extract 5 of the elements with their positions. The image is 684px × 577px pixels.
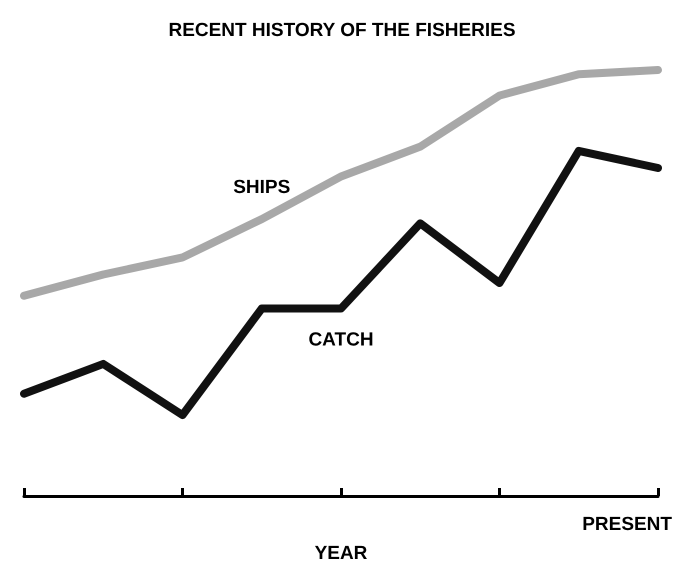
series-label: SHIPS xyxy=(233,177,290,198)
x-axis-title: YEAR xyxy=(314,543,368,564)
chart-title: RECENT HISTORY OF THE FISHERIES xyxy=(168,20,516,41)
series-label: CATCH xyxy=(308,330,374,351)
text: PRESENT xyxy=(582,514,672,535)
